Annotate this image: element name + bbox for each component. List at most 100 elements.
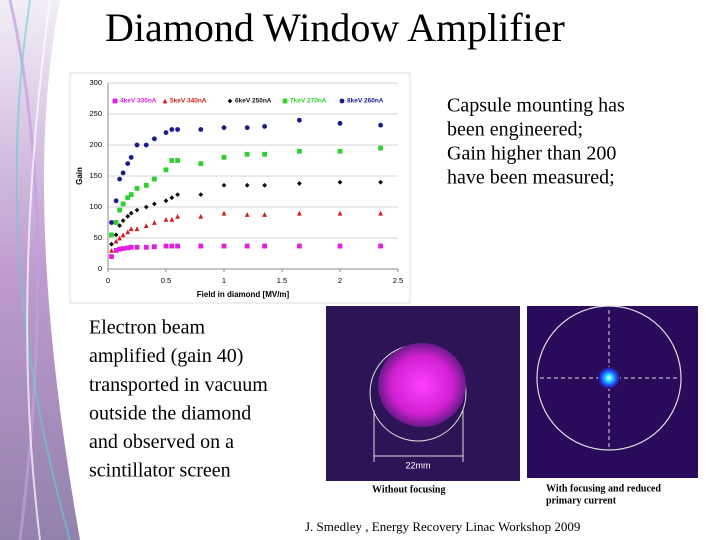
data-point xyxy=(125,195,131,201)
data-point xyxy=(378,243,383,249)
data-point xyxy=(120,201,126,207)
data-point xyxy=(113,232,119,238)
chart: 0 50 100 150 200 250 300 0 0.5 1 1.5 2 2.5 Field in d… xyxy=(75,78,403,299)
legend-marker xyxy=(162,98,168,104)
data-point xyxy=(297,117,302,123)
data-point xyxy=(297,210,302,216)
data-point xyxy=(143,204,149,210)
scale-label: 22mm xyxy=(405,460,430,470)
data-point xyxy=(198,161,204,166)
caption-bg xyxy=(326,481,520,498)
data-point xyxy=(297,148,302,154)
data-point xyxy=(117,246,122,252)
data-point xyxy=(120,218,126,224)
data-point xyxy=(109,254,114,259)
data-point xyxy=(143,223,149,228)
beam-spot xyxy=(378,343,466,427)
data-point xyxy=(244,243,250,249)
data-point xyxy=(152,220,157,225)
data-point xyxy=(198,192,204,197)
data-point xyxy=(262,182,267,188)
data-point xyxy=(143,182,149,188)
legend-marker xyxy=(282,98,288,104)
y-tick-label: 200 xyxy=(89,140,102,149)
data-point xyxy=(117,207,122,213)
legend-marker xyxy=(227,98,233,104)
text-line: scintillator screen xyxy=(89,460,231,482)
data-point xyxy=(175,127,181,132)
legend-label: 5keV 340nA xyxy=(170,98,207,105)
data-point xyxy=(125,245,131,251)
text-line: Electron beam xyxy=(89,317,205,339)
text-line: have been measured; xyxy=(447,167,615,189)
data-point xyxy=(143,244,149,250)
decor-band xyxy=(0,0,80,540)
data-point xyxy=(221,125,227,131)
data-point xyxy=(378,145,383,151)
data-point xyxy=(109,220,114,225)
data-point xyxy=(297,243,302,249)
data-point xyxy=(128,155,134,160)
data-point xyxy=(163,130,169,136)
data-point xyxy=(113,198,119,204)
data-point xyxy=(163,217,169,222)
y-tick-label: 150 xyxy=(89,171,102,180)
data-point xyxy=(113,238,119,244)
data-point xyxy=(134,186,140,191)
legend-marker xyxy=(339,98,345,104)
data-point xyxy=(198,127,204,132)
data-point xyxy=(262,151,267,157)
data-point xyxy=(198,213,204,219)
data-point xyxy=(169,195,175,201)
data-point xyxy=(120,246,126,251)
data-point xyxy=(163,198,169,204)
data-point xyxy=(378,210,383,216)
data-point xyxy=(128,244,134,250)
data-point xyxy=(262,212,267,217)
data-point xyxy=(244,212,250,217)
x-axis-label: Field in diamond [MV/m] xyxy=(197,290,290,299)
legend-label: 8keV 260nA xyxy=(347,98,384,105)
data-point xyxy=(125,229,131,235)
caption-line: With focusing and reduced xyxy=(546,483,661,494)
data-point xyxy=(175,243,180,249)
data-point xyxy=(244,125,250,131)
data-point xyxy=(198,243,204,249)
text-line: been engineered; xyxy=(447,119,583,141)
y-tick-label: 300 xyxy=(89,78,102,87)
data-point xyxy=(337,148,343,154)
chart-frame xyxy=(69,72,411,304)
data-point xyxy=(134,244,140,250)
caption-line: primary current xyxy=(546,495,617,506)
text-line: outside the diamond xyxy=(89,402,251,424)
y-tick-label: 50 xyxy=(94,233,102,242)
data-point xyxy=(244,182,250,188)
image-caption: Without focusing xyxy=(372,484,445,495)
legend-label: 6keV 250nA xyxy=(235,98,272,105)
data-point xyxy=(221,243,227,249)
data-point xyxy=(128,210,134,216)
legend-marker xyxy=(112,98,118,104)
data-point xyxy=(337,243,343,249)
data-point xyxy=(152,176,157,182)
data-point xyxy=(221,182,227,188)
data-point xyxy=(337,179,343,185)
y-axis-label: Gain xyxy=(75,167,84,185)
data-point xyxy=(152,201,157,207)
data-point xyxy=(221,155,227,160)
text-line: Gain higher than 200 xyxy=(447,143,616,165)
data-point xyxy=(109,241,114,247)
data-point xyxy=(378,179,383,185)
text-line: Capsule mounting has xyxy=(447,95,625,117)
data-point xyxy=(125,161,131,167)
legend-label: 4keV 330nA xyxy=(120,98,157,105)
data-point xyxy=(128,226,134,232)
data-point xyxy=(125,213,131,219)
data-point xyxy=(109,232,114,238)
x-tick-label: 1 xyxy=(222,276,226,285)
x-tick-label: 0 xyxy=(106,276,110,285)
data-point xyxy=(221,210,227,216)
decor-swirl xyxy=(15,0,71,540)
